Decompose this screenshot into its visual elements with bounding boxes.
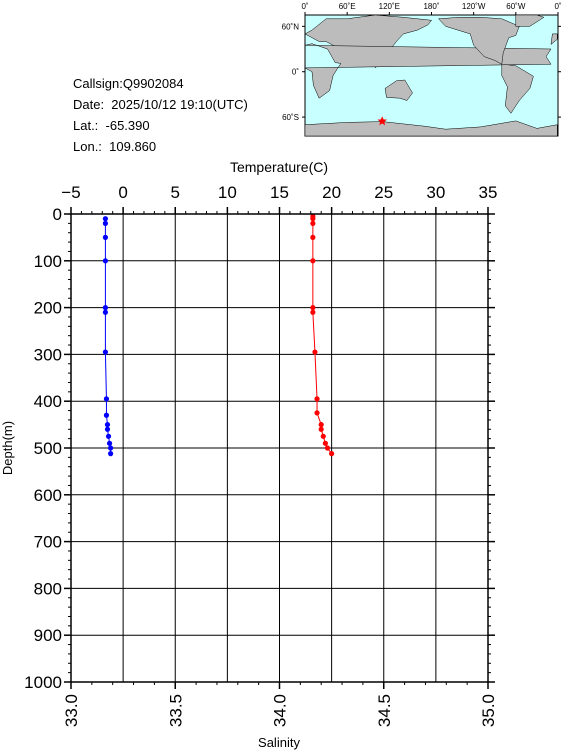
temperature-data-point (104, 426, 111, 432)
salinity-data-point (310, 234, 316, 240)
depth-tick-label: 100 (34, 252, 62, 271)
map-land (304, 14, 558, 137)
land-north-america (437, 17, 520, 65)
salinity-data-point (329, 451, 335, 457)
map-lat-label: 60˚S (282, 113, 299, 122)
salinity-data-point (314, 396, 320, 402)
depth-tick-label: 500 (34, 439, 62, 458)
salinity-data-point (310, 309, 316, 315)
salinity-tick-label: 33.0 (62, 694, 81, 727)
location-map: 0˚ 60˚E 120˚E 180˚ 120˚W 60˚W 0˚ 60˚N 0˚ 60˚S (282, 2, 562, 137)
map-lat-label: 0˚ (292, 68, 299, 77)
salinity-data-point (318, 422, 324, 428)
temperature-data-point (102, 258, 109, 264)
depth-tick-label: 200 (34, 299, 62, 318)
depth-tick-label: 1000 (24, 673, 62, 692)
chart-grid (70, 213, 489, 683)
salinity-data-point (324, 445, 331, 451)
map-lon-label: 120˚E (379, 2, 400, 11)
salinity-data-point (322, 440, 328, 446)
chart-tick-labels: −5 0 5 10 15 20 25 30 35 33.0 33.5 34.0 34.5 35.0 0 100… (24, 183, 498, 727)
temperature-data-point (102, 220, 109, 226)
temp-tick-label: 25 (374, 183, 393, 202)
temperature-data-point (102, 305, 109, 311)
depth-tick-label: 700 (34, 533, 62, 552)
temp-tick-label: −5 (61, 183, 80, 202)
depth-tick-label: 0 (53, 205, 62, 224)
latitude-text: Lat.: -65.390 (73, 118, 150, 133)
depth-tick-label: 800 (34, 579, 62, 598)
land-west-europe-strip (550, 33, 558, 46)
temperature-data-point (104, 422, 111, 428)
temp-tick-label: 0 (118, 183, 127, 202)
salinity-tick-label: 34.0 (271, 694, 290, 727)
salinity-data-point (314, 410, 320, 416)
map-lon-label: 0˚ (554, 2, 561, 11)
map-lon-label: 180˚ (423, 2, 439, 11)
land-australia (384, 79, 413, 101)
callsign-text: Callsign:Q9902084 (73, 76, 184, 91)
salinity-data-point (310, 305, 316, 311)
longitude-text: Lon.: 109.860 (73, 139, 157, 154)
chart-series (102, 213, 335, 457)
depth-tick-label: 300 (34, 345, 62, 364)
map-labels: 0˚ 60˚E 120˚E 180˚ 120˚W 60˚W 0˚ 60˚N 0˚ 60˚S (282, 2, 562, 122)
station-info: Callsign:Q9902084 Date: 2025/10/12 19:10… (73, 73, 248, 157)
top-axis-label: Temperature(C) (230, 159, 328, 175)
salinity-tick-label: 35.0 (479, 694, 498, 727)
map-ticks (302, 12, 561, 118)
map-lon-label: 60˚E (339, 2, 356, 11)
temperature-data-point (108, 445, 114, 451)
temperature-profile-line (104, 218, 112, 454)
position-star-marker (377, 116, 387, 126)
temp-tick-label: 35 (479, 183, 498, 202)
y-axis-label: Depth(m) (0, 421, 15, 475)
salinity-tick-label: 33.5 (166, 694, 185, 727)
salinity-data-point (320, 433, 326, 439)
position-marker (377, 116, 387, 126)
map-lon-label: 120˚W (462, 2, 486, 11)
salinity-data-point (310, 220, 316, 226)
land-south-america (501, 63, 534, 114)
temperature-data-point (102, 349, 109, 355)
temperature-data-point (102, 234, 109, 240)
map-lat-label: 60˚N (282, 22, 300, 31)
salinity-data-point (310, 216, 316, 222)
salinity-profile-line (312, 216, 333, 454)
temperature-data-point (106, 440, 113, 446)
map-lon-label: 0˚ (301, 2, 308, 11)
map-lon-label: 60˚W (506, 2, 526, 11)
temp-tick-label: 5 (171, 183, 180, 202)
temperature-data-point (108, 451, 114, 457)
salinity-data-point (312, 349, 318, 355)
temp-tick-label: 15 (270, 183, 289, 202)
salinity-data-point (310, 258, 316, 264)
land-greenland (515, 14, 545, 27)
salinity-data-point (318, 426, 324, 432)
bottom-axis-label: Salinity (258, 735, 300, 750)
temperature-data-point (102, 216, 109, 222)
temp-tick-label: 20 (322, 183, 341, 202)
temp-tick-label: 10 (218, 183, 237, 202)
plot-frame (70, 213, 489, 683)
date-text: Date: 2025/10/12 19:10(UTC) (73, 97, 248, 112)
depth-tick-label: 600 (34, 486, 62, 505)
depth-tick-label: 900 (34, 626, 62, 645)
depth-tick-label: 400 (34, 392, 62, 411)
temp-tick-label: 30 (426, 183, 445, 202)
temperature-data-point (102, 309, 109, 315)
temperature-data-point (105, 433, 112, 439)
temperature-data-point (103, 396, 110, 402)
salinity-tick-label: 34.5 (375, 694, 394, 727)
temperature-data-point (103, 412, 110, 418)
land-antarctica (304, 120, 558, 137)
